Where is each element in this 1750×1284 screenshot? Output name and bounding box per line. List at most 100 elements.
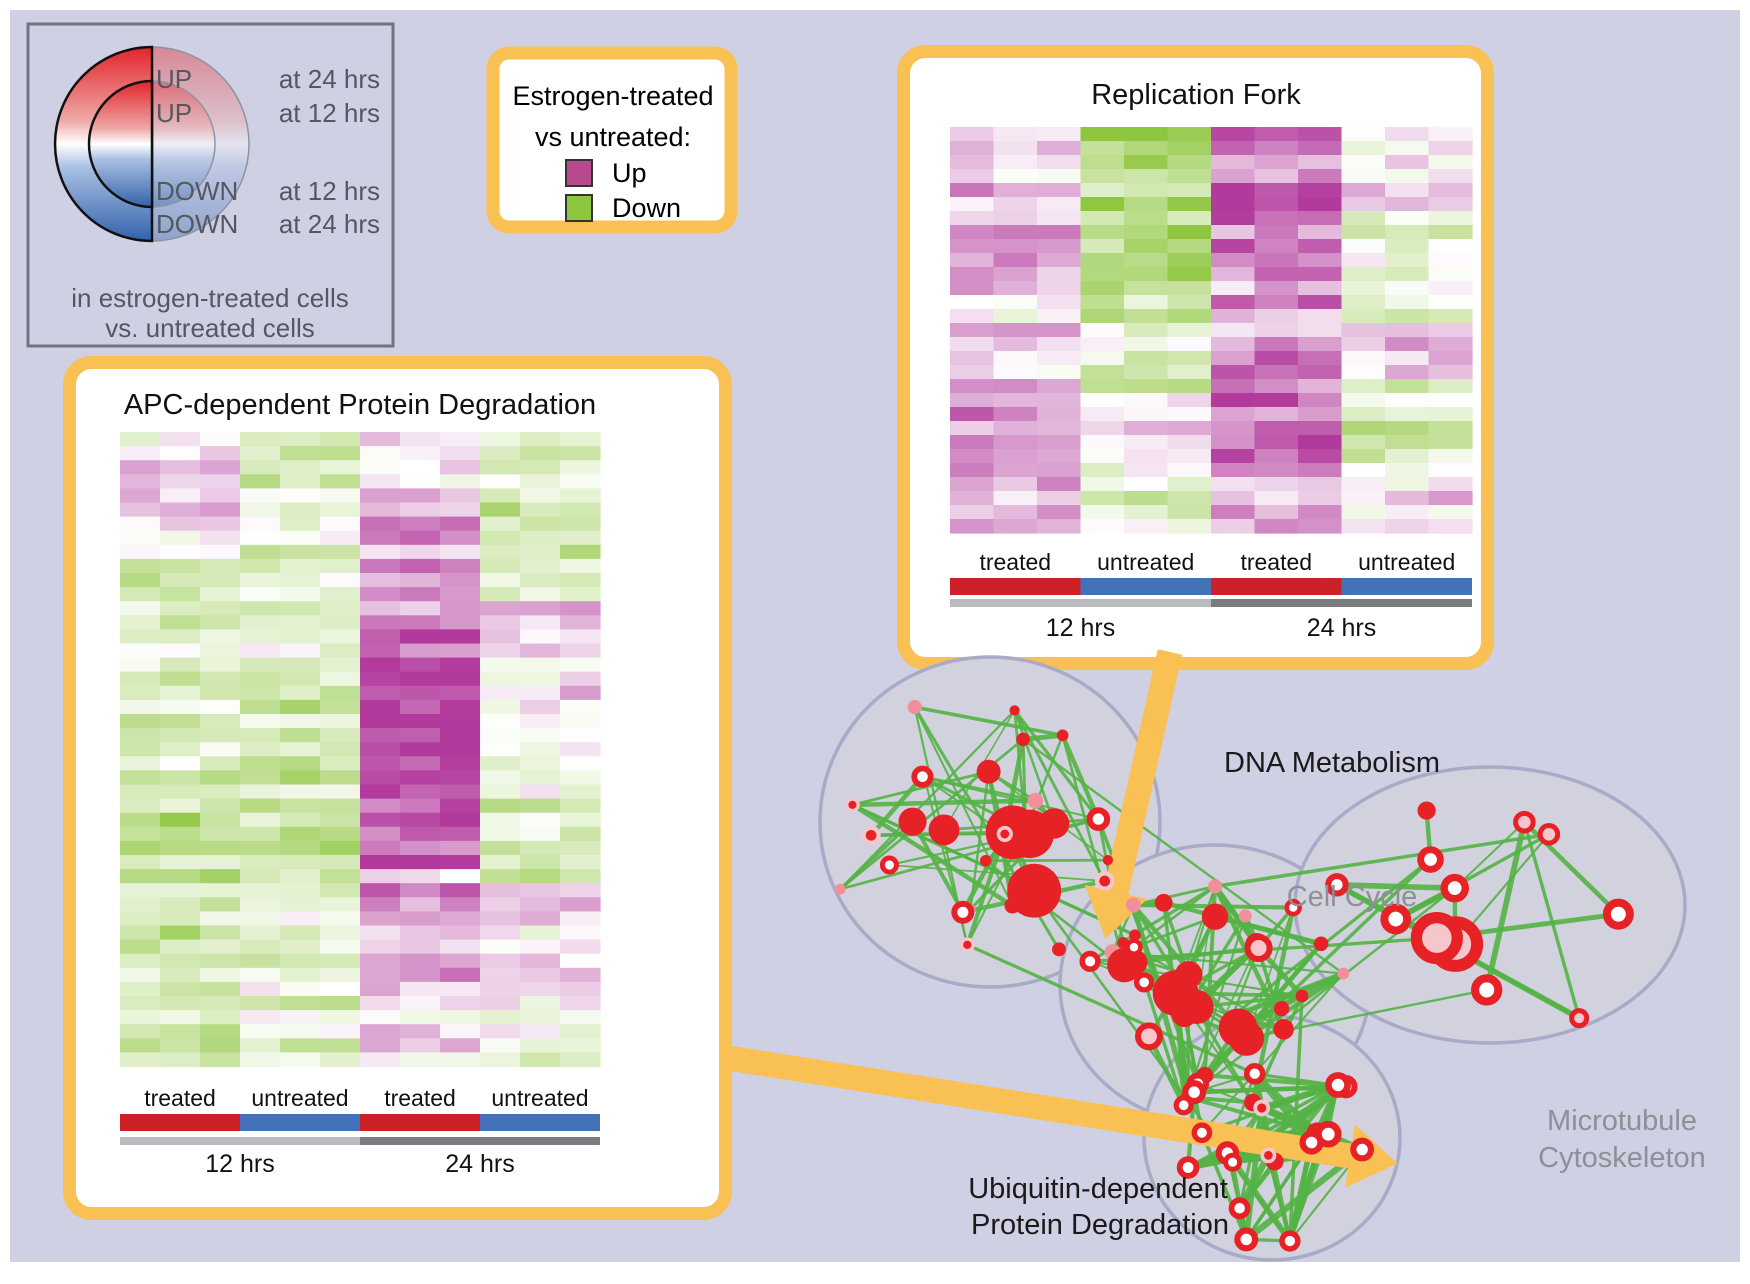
- heatmap-cell: [280, 883, 321, 898]
- heatmap-cell: [994, 477, 1038, 492]
- up-swatch-icon: [566, 160, 592, 186]
- heatmap-cell: [360, 756, 401, 771]
- down-label: Down: [612, 193, 681, 223]
- heatmap-cell: [950, 281, 994, 296]
- heatmap-cell: [320, 658, 361, 673]
- legend-dir-1: UP: [156, 64, 192, 94]
- heatmap-cell: [1255, 323, 1299, 338]
- heatmap-cell: [160, 996, 201, 1011]
- heatmap-cell: [1255, 309, 1299, 324]
- heatmap-cell: [280, 926, 321, 941]
- heatmap-cell: [994, 337, 1038, 352]
- heatmap-cell: [1081, 267, 1125, 282]
- gene-node-red: [1172, 1001, 1198, 1027]
- heatmap-cell: [1429, 491, 1473, 506]
- heatmap-cell: [1298, 127, 1342, 142]
- heatmap-cell: [560, 545, 601, 560]
- heatmap-cell: [120, 841, 161, 856]
- heatmap-cell: [320, 996, 361, 1011]
- heatmap-cell: [200, 474, 241, 489]
- legend-dir-3: DOWN: [156, 176, 238, 206]
- heatmap-cell: [240, 1038, 281, 1053]
- heatmap-cell: [440, 545, 481, 560]
- heatmap-cell: [1385, 491, 1429, 506]
- heatmap-cell: [320, 982, 361, 997]
- heatmap-cell: [320, 770, 361, 785]
- heatmap-cell: [280, 601, 321, 616]
- heatmap-cell: [1211, 253, 1255, 268]
- gene-node-ring-pink: [1138, 1025, 1160, 1047]
- heatmap-cell: [120, 897, 161, 912]
- heatmap-cell: [1037, 477, 1081, 492]
- gene-node-ring-white: [1194, 1125, 1209, 1140]
- heatmap-cell: [994, 365, 1038, 380]
- heatmap-cell: [1255, 421, 1299, 436]
- heatmap-cell: [1342, 421, 1386, 436]
- heatmap-cell: [560, 474, 601, 489]
- heatmap-cell: [1081, 337, 1125, 352]
- heatmap-cell: [360, 926, 401, 941]
- heatmap-cell: [1211, 295, 1255, 310]
- heatmap-cell: [480, 813, 521, 828]
- heatmap-cell: [160, 869, 201, 884]
- heatmap-cell: [520, 940, 561, 955]
- heatmap-cell: [280, 545, 321, 560]
- heatmap-cell: [1081, 225, 1125, 240]
- heatmap-cell: [240, 686, 281, 701]
- heatmap-cell: [120, 714, 161, 729]
- heatmap-cell: [1211, 519, 1255, 534]
- heatmap-cell: [240, 841, 281, 856]
- heatmap-cell: [1168, 463, 1212, 478]
- heatmap-cell: [440, 460, 481, 475]
- heatmap-cell: [120, 940, 161, 955]
- heatmap-cell: [480, 573, 521, 588]
- heatmap-cell: [1168, 127, 1212, 142]
- heatmap-cell: [320, 446, 361, 461]
- heatmap-cell: [950, 323, 994, 338]
- heatmap-cell: [240, 728, 281, 743]
- heatmap-cell: [1255, 281, 1299, 296]
- heatmap-cell: [560, 827, 601, 842]
- heatmap-cell: [1429, 169, 1473, 184]
- heatmap-cell: [520, 855, 561, 870]
- heatmap-cell: [280, 432, 321, 447]
- heatmap-cell: [120, 503, 161, 518]
- heatmap-cell: [1124, 183, 1168, 198]
- heatmap-cell: [160, 897, 201, 912]
- heatmap-cell: [400, 742, 441, 757]
- heatmap-cell: [240, 700, 281, 715]
- heatmap-cell: [360, 728, 401, 743]
- heatmap-cell: [520, 883, 561, 898]
- heatmap-cell: [400, 601, 441, 616]
- heatmap-cell: [400, 996, 441, 1011]
- heatmap-cell: [280, 474, 321, 489]
- heatmap-cell: [1255, 169, 1299, 184]
- heatmap-cell: [440, 700, 481, 715]
- heatmap-cell: [520, 841, 561, 856]
- heatmap-cell: [400, 756, 441, 771]
- heatmap-cell: [1385, 407, 1429, 422]
- heatmap-cell: [360, 686, 401, 701]
- heatmap-cell: [440, 1052, 481, 1067]
- heatmap-cell: [1429, 183, 1473, 198]
- heatmap-cell: [1385, 463, 1429, 478]
- heatmap-cell: [1168, 393, 1212, 408]
- heatmap-cell: [1037, 337, 1081, 352]
- heatmap-cell: [120, 545, 161, 560]
- heatmap-cell: [1298, 281, 1342, 296]
- heatmap-cell: [1298, 309, 1342, 324]
- heatmap-cell: [1255, 393, 1299, 408]
- heatmap-cell: [1037, 155, 1081, 170]
- heatmap-cell: [240, 644, 281, 659]
- heatmap-cell: [320, 714, 361, 729]
- heatmap-cell: [480, 488, 521, 503]
- heatmap-cell: [1385, 337, 1429, 352]
- heatmap-cell: [1429, 155, 1473, 170]
- heatmap-cell: [1342, 519, 1386, 534]
- heatmap-cell: [200, 841, 241, 856]
- heatmap-cell: [360, 503, 401, 518]
- heatmap-cell: [520, 742, 561, 757]
- heatmap-cell: [320, 869, 361, 884]
- heatmap-cell: [120, 954, 161, 969]
